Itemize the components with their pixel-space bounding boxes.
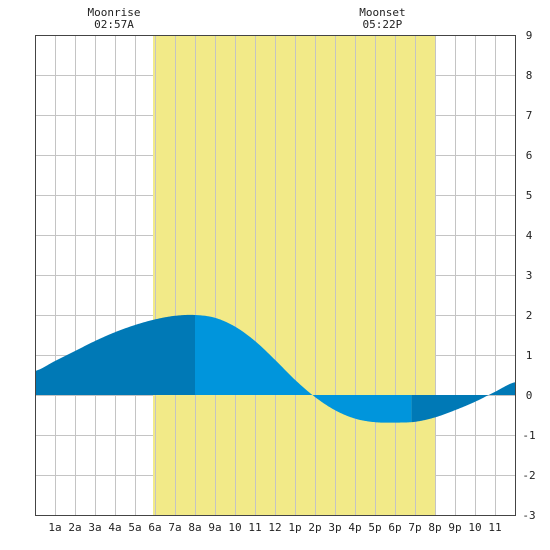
- x-tick-label: 3p: [328, 521, 341, 534]
- y-tick-label: -1: [522, 429, 535, 442]
- x-tick-label: 11: [248, 521, 261, 534]
- y-tick-label: 6: [526, 149, 533, 162]
- y-tick-label: -2: [522, 469, 535, 482]
- x-tick-label: 12: [268, 521, 281, 534]
- x-tick-label: 10: [228, 521, 241, 534]
- x-tick-label: 7a: [168, 521, 181, 534]
- tide-area-rising: [411, 382, 515, 423]
- daylight-band-layer: [153, 35, 435, 515]
- y-tick-label: 8: [526, 69, 533, 82]
- tide-area-rising: [35, 314, 195, 395]
- x-tick-label: 6a: [148, 521, 161, 534]
- x-tick-label: 11: [488, 521, 501, 534]
- x-axis-tick-labels: 1a 2a 3a 4a 5a 6a 7a 8a 9a 10 11 12 1p 2p 3p 4p 5p 6p 7p 8p…: [48, 521, 501, 534]
- moonrise-annotation: Moonrise 02:57A: [88, 6, 141, 31]
- y-tick-label: 0: [526, 389, 533, 402]
- x-tick-label: 1a: [48, 521, 61, 534]
- y-tick-label: -3: [522, 509, 535, 522]
- y-tick-label: 3: [526, 269, 533, 282]
- moonset-annotation: Moonset 05:22P: [359, 6, 405, 31]
- y-tick-label: 7: [526, 109, 533, 122]
- x-tick-label: 4a: [108, 521, 121, 534]
- tide-area-falling: [195, 315, 412, 423]
- y-tick-label: 5: [526, 189, 533, 202]
- moonrise-time: 02:57A: [94, 18, 134, 31]
- x-tick-label: 8a: [188, 521, 201, 534]
- x-tick-label: 1p: [288, 521, 301, 534]
- x-tick-label: 10: [468, 521, 481, 534]
- moonset-label: Moonset: [359, 6, 405, 19]
- y-tick-label: 1: [526, 349, 533, 362]
- y-tick-label: 4: [526, 229, 533, 242]
- plot-frame: [35, 35, 516, 516]
- x-tick-label: 8p: [428, 521, 441, 534]
- x-tick-label: 6p: [388, 521, 401, 534]
- x-tick-label: 7p: [408, 521, 421, 534]
- x-tick-label: 9p: [448, 521, 461, 534]
- moonset-time: 05:22P: [363, 18, 403, 31]
- x-tick-label: 2a: [68, 521, 81, 534]
- tide-area-layer: [35, 314, 515, 423]
- y-tick-label: 2: [526, 309, 533, 322]
- x-tick-label: 3a: [88, 521, 101, 534]
- x-tick-label: 5a: [128, 521, 141, 534]
- y-tick-label: 9: [526, 29, 533, 42]
- x-tick-label: 5p: [368, 521, 381, 534]
- x-tick-label: 4p: [348, 521, 361, 534]
- x-tick-label: 9a: [208, 521, 221, 534]
- daylight-band: [153, 35, 435, 515]
- y-axis-tick-labels: 9 8 7 6 5 4 3 2 1 0 -1 -2 -3: [522, 29, 535, 522]
- moonrise-label: Moonrise: [88, 6, 141, 19]
- x-tick-label: 2p: [308, 521, 321, 534]
